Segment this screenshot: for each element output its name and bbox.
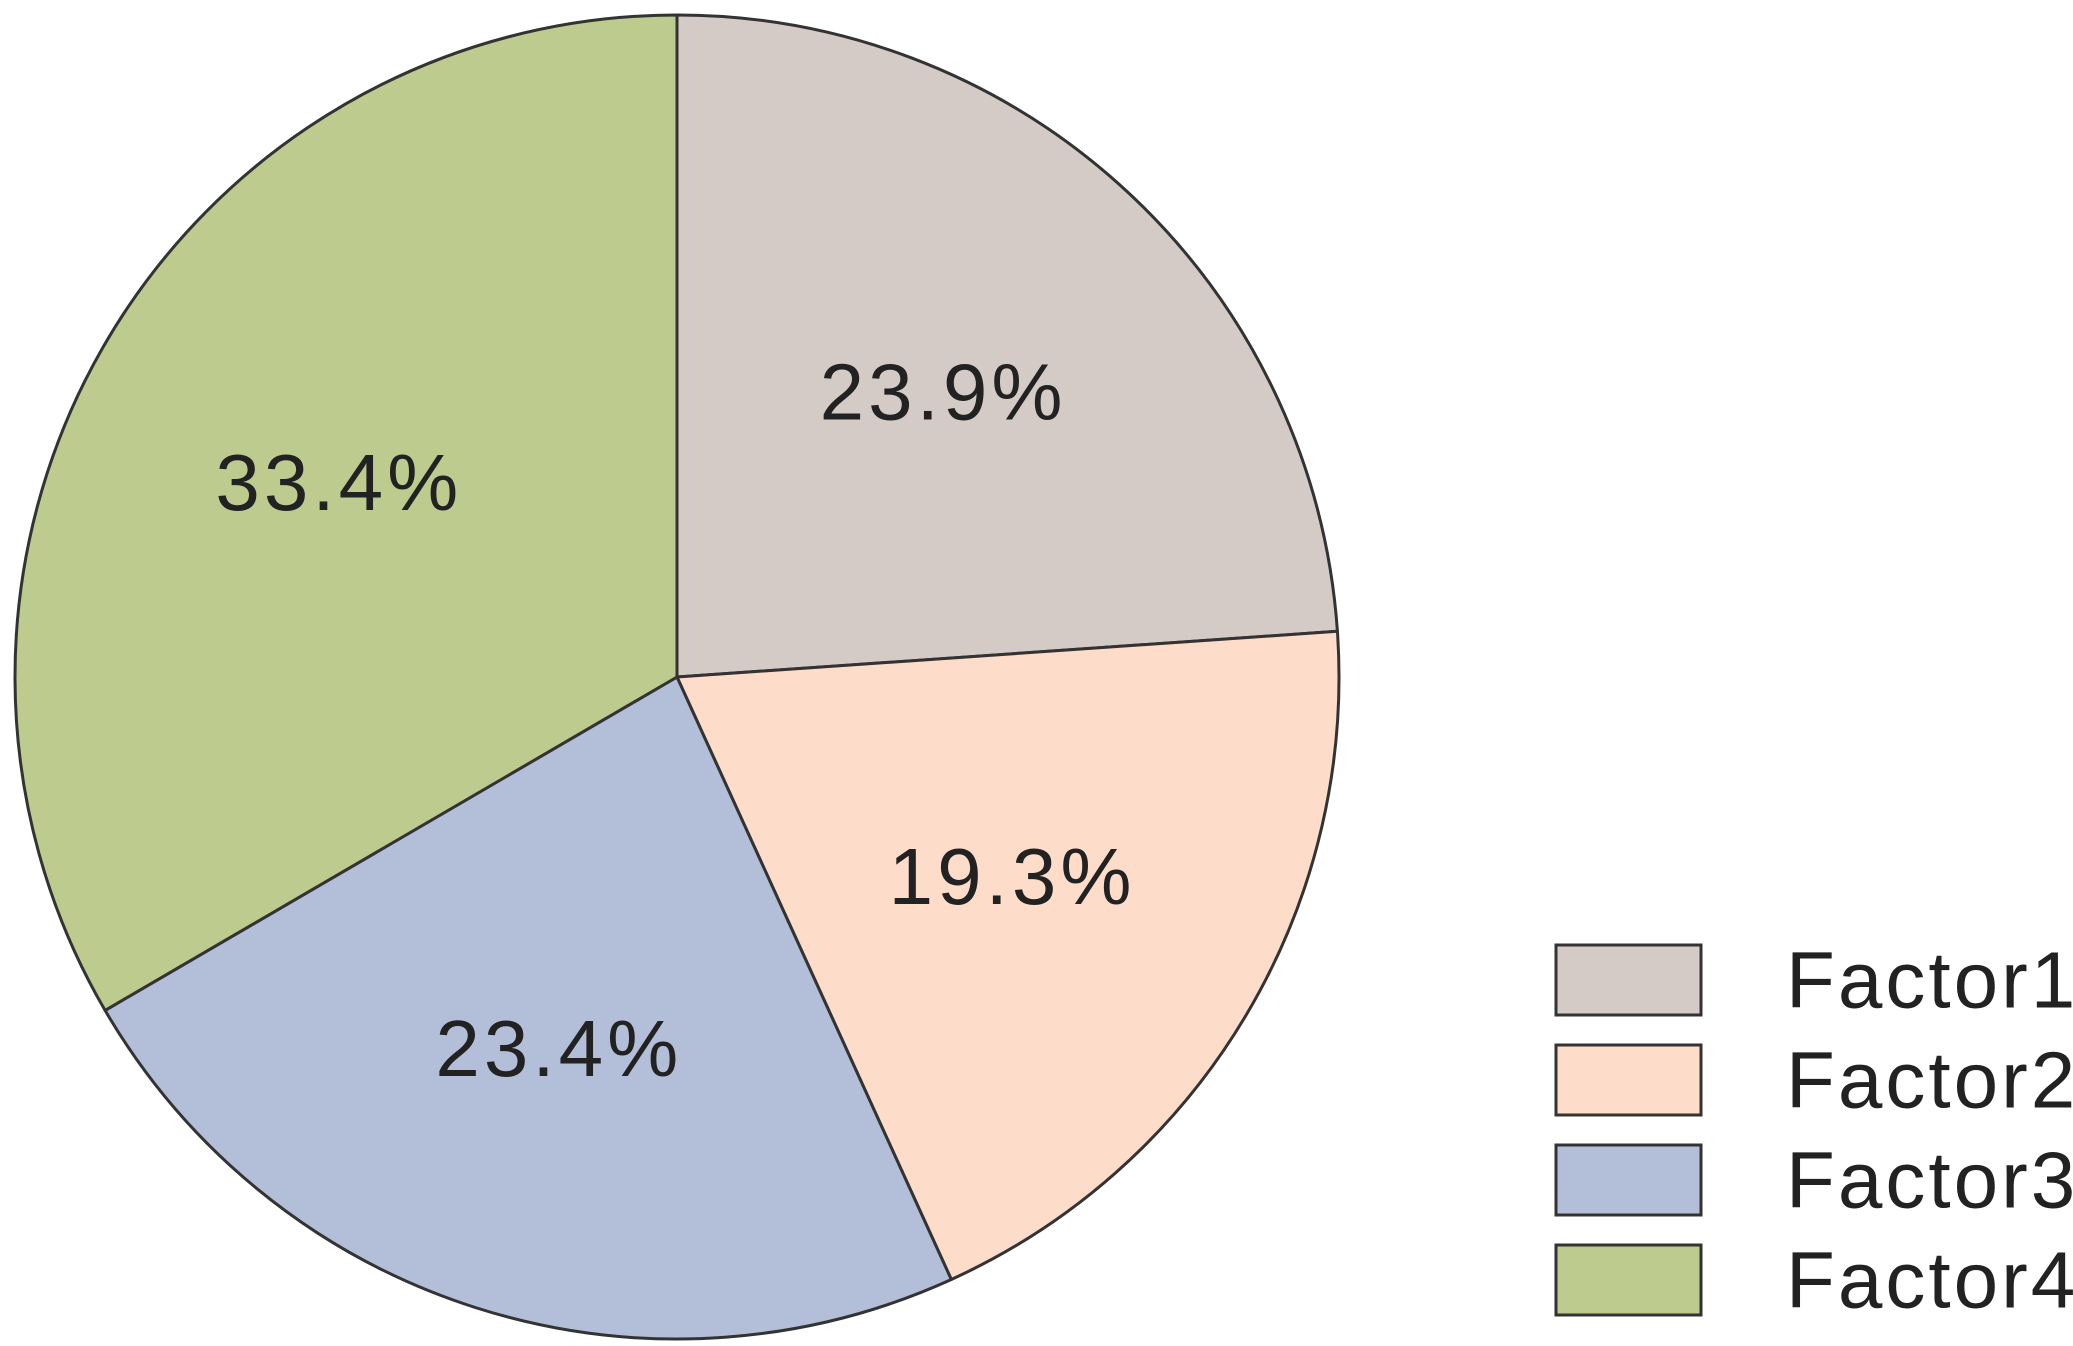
legend-swatch-factor1: [1554, 943, 1703, 1017]
legend-label-factor3: Factor3: [1786, 1136, 2073, 1225]
legend-label-factor2: Factor2: [1786, 1036, 2073, 1125]
pie-slice-factor4: [13, 13, 679, 1012]
pie-slice-factor1: [675, 13, 1339, 679]
slice-label-factor2: 19.3%: [889, 832, 1136, 921]
pie-slice-factor2: [675, 629, 1341, 1281]
legend-label-factor4: Factor4: [1786, 1236, 2073, 1325]
legend-swatch-factor3: [1554, 1143, 1703, 1217]
slice-label-factor1: 23.9%: [820, 347, 1067, 436]
pie-slices: [13, 13, 1341, 1341]
slice-label-factor4: 33.4%: [215, 438, 462, 527]
pie-slice-factor3: [103, 675, 953, 1341]
legend-swatch-factor2: [1554, 1043, 1703, 1117]
pie-labels: 23.9% 19.3% 23.4% 33.4%: [215, 347, 1136, 1093]
slice-label-factor3: 23.4%: [435, 1004, 682, 1093]
legend-swatch-factor4: [1554, 1243, 1703, 1317]
legend: Factor1 Factor2 Factor3 Factor4: [1554, 936, 2073, 1325]
legend-label-factor1: Factor1: [1786, 936, 2073, 1025]
